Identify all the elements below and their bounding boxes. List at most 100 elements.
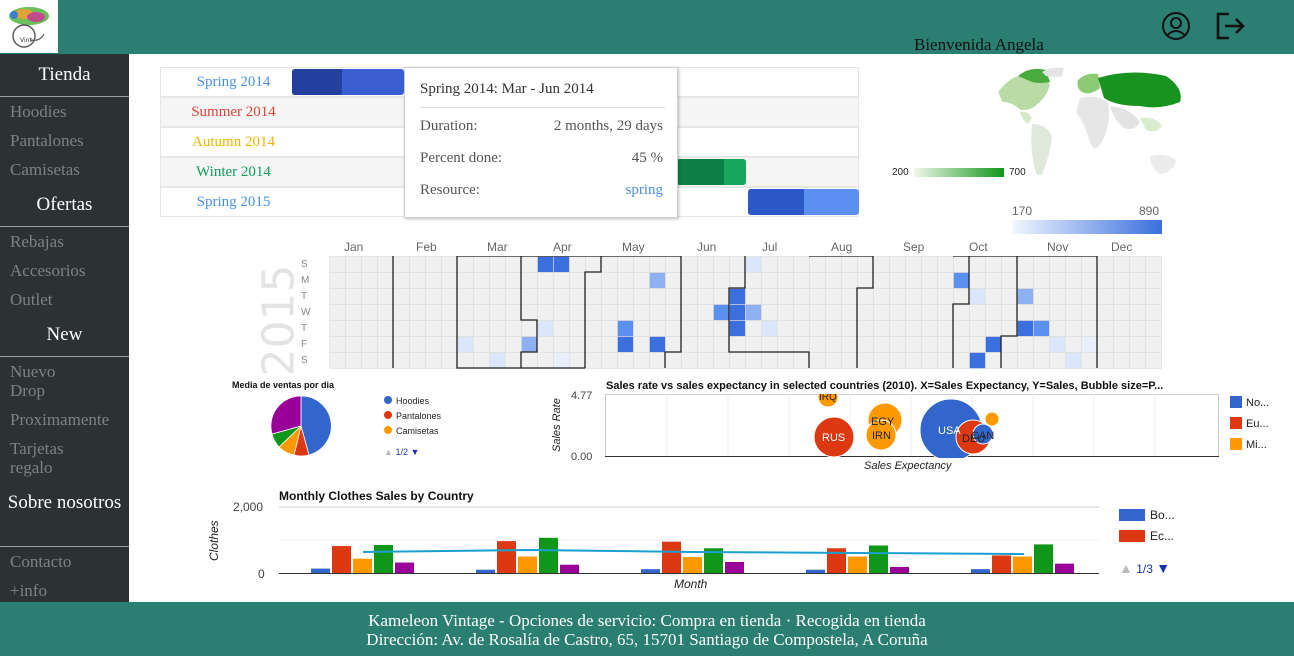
calendar-day-cell[interactable] xyxy=(361,320,378,337)
calendar-day-cell[interactable] xyxy=(1001,304,1018,321)
calendar-day-cell[interactable] xyxy=(729,336,746,353)
calendar-day-cell[interactable] xyxy=(761,352,778,369)
calendar-day-cell[interactable] xyxy=(425,304,442,321)
calendar-day-cell[interactable] xyxy=(425,336,442,353)
calendar-day-cell[interactable] xyxy=(1145,336,1162,353)
calendar-day-cell[interactable] xyxy=(905,288,922,305)
calendar-day-cell[interactable] xyxy=(841,336,858,353)
calendar-day-cell[interactable] xyxy=(1129,272,1146,289)
calendar-day-cell[interactable] xyxy=(409,272,426,289)
calendar-day-cell[interactable] xyxy=(1081,272,1098,289)
calendar-day-cell[interactable] xyxy=(1065,352,1082,369)
calendar-day-cell[interactable] xyxy=(1033,288,1050,305)
combo-bar[interactable] xyxy=(353,558,372,573)
calendar-day-cell[interactable] xyxy=(537,336,554,353)
calendar-day-cell[interactable] xyxy=(601,304,618,321)
calendar-day-cell[interactable] xyxy=(377,352,394,369)
calendar-day-cell[interactable] xyxy=(345,288,362,305)
calendar-day-cell[interactable] xyxy=(1145,288,1162,305)
calendar-day-cell[interactable] xyxy=(697,304,714,321)
calendar-day-cell[interactable] xyxy=(1033,304,1050,321)
calendar-day-cell[interactable] xyxy=(745,352,762,369)
calendar-day-cell[interactable] xyxy=(1017,336,1034,353)
calendar-day-cell[interactable] xyxy=(473,352,490,369)
calendar-day-cell[interactable] xyxy=(393,272,410,289)
calendar-day-cell[interactable] xyxy=(521,320,538,337)
calendar-day-cell[interactable] xyxy=(473,304,490,321)
calendar-day-cell[interactable] xyxy=(473,288,490,305)
calendar-day-cell[interactable] xyxy=(457,272,474,289)
calendar-day-cell[interactable] xyxy=(617,256,634,273)
calendar-day-cell[interactable] xyxy=(857,288,874,305)
combo-bar[interactable] xyxy=(641,569,660,573)
bubble-small[interactable] xyxy=(984,411,1000,427)
calendar-day-cell[interactable] xyxy=(1145,320,1162,337)
calendar-day-cell[interactable] xyxy=(793,320,810,337)
calendar-day-cell[interactable] xyxy=(393,288,410,305)
calendar-day-cell[interactable] xyxy=(1065,304,1082,321)
calendar-day-cell[interactable] xyxy=(681,256,698,273)
calendar-day-cell[interactable] xyxy=(457,336,474,353)
calendar-day-cell[interactable] xyxy=(905,272,922,289)
calendar-day-cell[interactable] xyxy=(457,320,474,337)
calendar-day-cell[interactable] xyxy=(553,320,570,337)
calendar-day-cell[interactable] xyxy=(761,288,778,305)
calendar-day-cell[interactable] xyxy=(489,320,506,337)
calendar-day-cell[interactable] xyxy=(1001,352,1018,369)
calendar-day-cell[interactable] xyxy=(793,288,810,305)
calendar-day-cell[interactable] xyxy=(761,304,778,321)
calendar-day-cell[interactable] xyxy=(585,288,602,305)
calendar-day-cell[interactable] xyxy=(1049,320,1066,337)
calendar-day-cell[interactable] xyxy=(745,320,762,337)
calendar-day-cell[interactable] xyxy=(713,288,730,305)
calendar-day-cell[interactable] xyxy=(825,320,842,337)
calendar-day-cell[interactable] xyxy=(457,256,474,273)
calendar-day-cell[interactable] xyxy=(873,272,890,289)
calendar-day-cell[interactable] xyxy=(985,304,1002,321)
timeline-bar-winter-2014[interactable] xyxy=(677,159,746,185)
calendar-day-cell[interactable] xyxy=(1129,320,1146,337)
calendar-day-cell[interactable] xyxy=(361,336,378,353)
calendar-day-cell[interactable] xyxy=(969,320,986,337)
calendar-day-cell[interactable] xyxy=(457,288,474,305)
calendar-heatmap[interactable] xyxy=(329,256,1163,370)
calendar-day-cell[interactable] xyxy=(745,288,762,305)
calendar-day-cell[interactable] xyxy=(745,336,762,353)
calendar-day-cell[interactable] xyxy=(873,352,890,369)
calendar-day-cell[interactable] xyxy=(1033,352,1050,369)
calendar-day-cell[interactable] xyxy=(1097,320,1114,337)
calendar-day-cell[interactable] xyxy=(425,288,442,305)
combo-bar[interactable] xyxy=(1034,544,1053,573)
combo-bar[interactable] xyxy=(683,557,702,573)
calendar-day-cell[interactable] xyxy=(985,336,1002,353)
calendar-day-cell[interactable] xyxy=(1065,320,1082,337)
calendar-day-cell[interactable] xyxy=(329,320,346,337)
calendar-day-cell[interactable] xyxy=(889,352,906,369)
calendar-day-cell[interactable] xyxy=(425,352,442,369)
combo-bar[interactable] xyxy=(827,548,846,573)
calendar-day-cell[interactable] xyxy=(921,288,938,305)
bubble-irq[interactable] xyxy=(817,394,839,408)
calendar-day-cell[interactable] xyxy=(1081,256,1098,273)
calendar-day-cell[interactable] xyxy=(1065,288,1082,305)
calendar-day-cell[interactable] xyxy=(713,320,730,337)
calendar-day-cell[interactable] xyxy=(409,320,426,337)
calendar-day-cell[interactable] xyxy=(729,320,746,337)
calendar-day-cell[interactable] xyxy=(1113,352,1130,369)
calendar-day-cell[interactable] xyxy=(681,320,698,337)
calendar-day-cell[interactable] xyxy=(1129,288,1146,305)
calendar-day-cell[interactable] xyxy=(985,256,1002,273)
calendar-day-cell[interactable] xyxy=(681,352,698,369)
calendar-day-cell[interactable] xyxy=(1017,352,1034,369)
calendar-day-cell[interactable] xyxy=(985,288,1002,305)
calendar-day-cell[interactable] xyxy=(889,288,906,305)
calendar-day-cell[interactable] xyxy=(617,272,634,289)
combo-bar[interactable] xyxy=(704,548,723,573)
calendar-day-cell[interactable] xyxy=(505,288,522,305)
calendar-day-cell[interactable] xyxy=(665,256,682,273)
calendar-day-cell[interactable] xyxy=(649,304,666,321)
calendar-day-cell[interactable] xyxy=(377,304,394,321)
calendar-day-cell[interactable] xyxy=(537,256,554,273)
calendar-day-cell[interactable] xyxy=(969,256,986,273)
calendar-day-cell[interactable] xyxy=(905,352,922,369)
